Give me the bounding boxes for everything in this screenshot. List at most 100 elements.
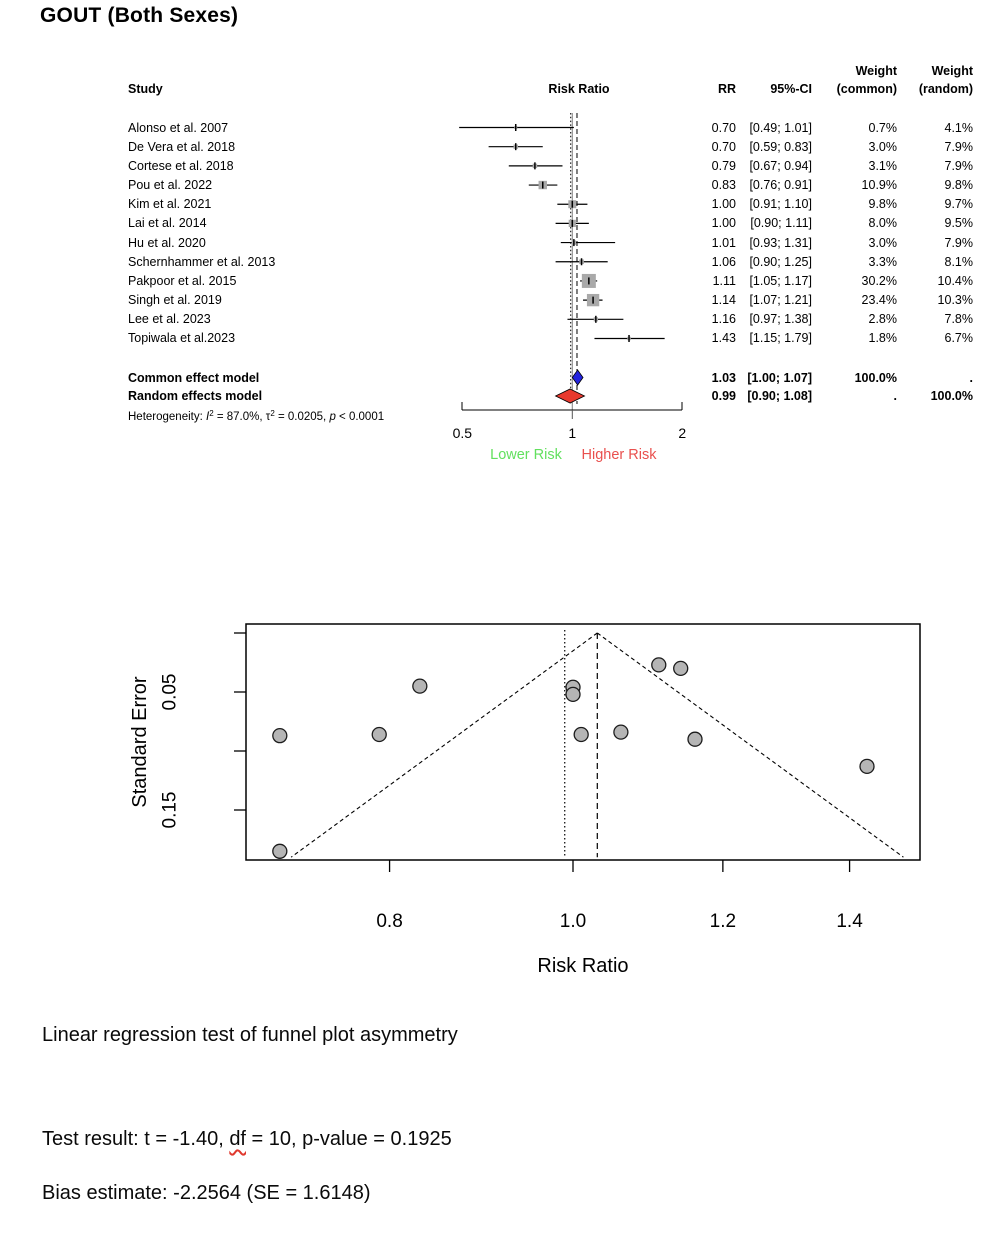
weight-common-header-2: (common) (836, 82, 897, 96)
ci-value: [0.97; 1.38] (749, 312, 812, 327)
weight-random-value: 7.9% (944, 158, 974, 173)
common-effect-row: Common effect model 1.03 [1.00; 1.07] 100.0… (0, 370, 998, 386)
weight-random-value: 100.0% (930, 389, 973, 403)
weight-random-value: 6.7% (944, 331, 974, 346)
random-effects-row: Random effects model 0.99 [0.90; 1.08]. 100… (0, 388, 998, 404)
rr-value: 1.16 (711, 312, 736, 327)
funnel-point (573, 726, 589, 743)
funnel-x-tick-label: 1.0 (560, 911, 586, 932)
funnel-xlabel: Risk Ratio (537, 955, 628, 977)
weight-common-value: 2.8% (868, 312, 898, 327)
weight-common-value: 23.4% (861, 293, 897, 308)
funnel-point (687, 731, 703, 747)
weight-random-header-1: Weight (931, 64, 973, 78)
weight-common-value: 10.9% (861, 178, 897, 193)
funnel-box (245, 623, 921, 861)
ci-value: [1.15; 1.79] (749, 331, 812, 346)
weight-random-value: 10.3% (937, 293, 973, 308)
study-name: Lee et al. 2023 (128, 312, 211, 327)
weight-common-value: 9.8% (868, 197, 898, 212)
study-name: Alonso et al. 2007 (128, 120, 229, 135)
rr-value: 0.79 (711, 158, 736, 173)
ci-value: [0.59; 0.83] (749, 139, 812, 154)
rr-value: 0.83 (711, 178, 736, 193)
study-name: Lai et al. 2014 (128, 216, 207, 231)
weight-common-value: 8.0% (868, 216, 898, 231)
forest-row: De Vera et al. 2018 0.70 [0.59; 0.83] 3.0% 7… (0, 139, 998, 155)
funnel-point (565, 679, 581, 695)
study-name: Random effects model (128, 389, 263, 403)
weight-common-value: . (893, 389, 897, 403)
forest-row: Cortese et al. 2018 0.79 [0.67; 0.94] 3.1% 7… (0, 158, 998, 174)
forest-row: Kim et al. 2021 1.00 [0.91; 1.10] 9.8% 9.7% (0, 196, 998, 212)
forest-row: Pou et al. 2022 0.83 [0.76; 0.91] 10.9% 9.8% (0, 177, 998, 193)
forest-row: Lee et al. 2023 1.16 [0.97; 1.38] 2.8% 7.8% (0, 311, 998, 327)
forest-axis-tick-label: 2 (678, 425, 686, 441)
rr-value: 1.00 (711, 216, 736, 231)
page-title: GOUT (Both Sexes) (40, 4, 239, 27)
weight-common-value: 3.0% (868, 235, 898, 250)
ci-value: [0.91; 1.10] (749, 197, 812, 212)
funnel-x-tick-label: 0.8 (376, 911, 402, 932)
study-name: Schernhammer et al. 2013 (128, 254, 276, 269)
ci-value: [0.90; 1.08] (747, 389, 812, 403)
study-column-header: Study (128, 82, 163, 96)
forest-header-line1: Weight Weight (0, 63, 998, 79)
funnel-point (412, 678, 428, 694)
study-name: Singh et al. 2019 (128, 293, 222, 308)
weight-common-value: 100.0% (854, 370, 897, 385)
funnel-right-contour (596, 632, 904, 858)
forest-row: Singh et al. 2019 1.14 [1.07; 1.21] 23.4% 10… (0, 292, 998, 308)
weight-common-value: 1.8% (868, 331, 898, 346)
weight-random-value: . (969, 370, 973, 385)
weight-random-value: 8.1% (944, 254, 974, 269)
funnel-point (859, 758, 875, 774)
forest-row: Pakpoor et al. 2015 1.11 [1.05; 1.17] 30.2%… (0, 273, 998, 289)
weight-random-value: 7.9% (944, 235, 974, 250)
weight-random-value: 9.7% (944, 197, 974, 212)
ci-column-header: 95%-CI (770, 82, 812, 96)
forest-row: Schernhammer et al. 2013 1.06 [0.90; 1.25]… (0, 254, 998, 270)
weight-common-value: 30.2% (861, 273, 897, 288)
study-name: Cortese et al. 2018 (128, 158, 234, 173)
heterogeneity-note: Heterogeneity: I2 = 87.0%, τ2 = 0.0205, … (128, 409, 385, 423)
funnel-point (651, 657, 667, 673)
funnel-point (565, 686, 581, 703)
rr-value: 1.00 (711, 197, 736, 212)
funnel-point (272, 843, 288, 859)
ci-value: [0.76; 0.91] (749, 178, 812, 193)
funnel-point (673, 660, 689, 677)
funnel-left-contour (290, 632, 598, 858)
rr-value: 1.14 (711, 293, 736, 308)
weight-random-value: 10.4% (937, 273, 973, 288)
funnel-x-tick-label: 1.2 (710, 911, 736, 932)
forest-row: Topiwala et al.2023 1.43 [1.15; 1.79] 1.8% 6… (0, 330, 998, 346)
funnel-point (272, 728, 288, 744)
study-name: De Vera et al. 2018 (128, 139, 236, 154)
rr-value: 1.03 (711, 370, 736, 385)
forest-row: Hu et al. 2020 1.01 [0.93; 1.31] 3.0% 7.9% (0, 235, 998, 251)
weight-random-value: 9.8% (944, 178, 974, 193)
rr-value: 1.06 (711, 254, 736, 269)
study-name: Pakpoor et al. 2015 (128, 273, 237, 288)
bias-estimate-line: Bias estimate: -2.2564 (SE = 1.6148) (42, 1182, 371, 1204)
funnel-ylabel: Standard Error (129, 676, 151, 808)
weight-common-value: 3.0% (868, 139, 898, 154)
weight-common-value: 3.3% (868, 254, 898, 269)
forest-axis-tick-label: 0.5 (453, 425, 473, 441)
weight-random-value: 9.5% (944, 216, 974, 231)
lower-risk-label: Lower Risk (490, 447, 562, 463)
test-result-line: Test result: t = -1.40, df = 10, p-value… (42, 1128, 452, 1150)
forest-header-line2: Study Risk Ratio RR 95%-CI (common) (ran… (0, 81, 998, 97)
funnel-point (371, 726, 387, 743)
forest-row: Lai et al. 2014 1.00 [0.90; 1.11] 8.0% 9.5% (0, 215, 998, 231)
weight-common-header-1: Weight (855, 64, 897, 78)
ci-value: [0.67; 0.94] (749, 158, 812, 173)
ci-value: [1.00; 1.07] (747, 370, 812, 385)
rr-value: 1.11 (712, 273, 736, 288)
ci-value: [0.93; 1.31] (749, 235, 812, 250)
study-name: Kim et al. 2021 (128, 197, 212, 212)
risk-ratio-column-header: Risk Ratio (548, 82, 610, 96)
funnel-y-tick-label: 0.05 (160, 674, 181, 711)
